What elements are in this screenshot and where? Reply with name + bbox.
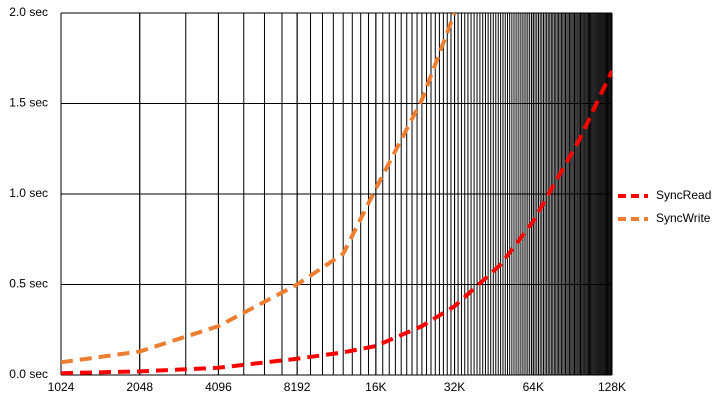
x-tick-label: 4096 xyxy=(205,380,232,394)
y-tick-label: 1.0 sec xyxy=(9,186,48,200)
x-tick-label: 8192 xyxy=(284,380,311,394)
series-line xyxy=(61,13,457,365)
grid xyxy=(60,12,613,376)
x-tick-label: 1024 xyxy=(48,380,75,394)
legend-label: SyncWrite xyxy=(656,211,711,225)
plot-area xyxy=(61,13,612,375)
labels: 0.0 sec 0.5 sec 1.0 sec 1.5 sec 2.0 sec 1024 2… xyxy=(9,5,711,394)
y-tick-label: 0.0 sec xyxy=(9,367,48,381)
x-tick-label: 128K xyxy=(598,380,626,394)
legend-label: SyncRead xyxy=(656,188,711,202)
x-tick-label: 16K xyxy=(365,380,386,394)
x-tick-label: 32K xyxy=(444,380,465,394)
y-tick-label: 1.5 sec xyxy=(9,96,48,110)
y-tick-label: 2.0 sec xyxy=(9,5,48,19)
x-tick-label: 2048 xyxy=(126,380,153,394)
x-tick-label: 64K xyxy=(523,380,544,394)
series-line xyxy=(61,70,612,375)
y-tick-label: 0.5 sec xyxy=(9,277,48,291)
